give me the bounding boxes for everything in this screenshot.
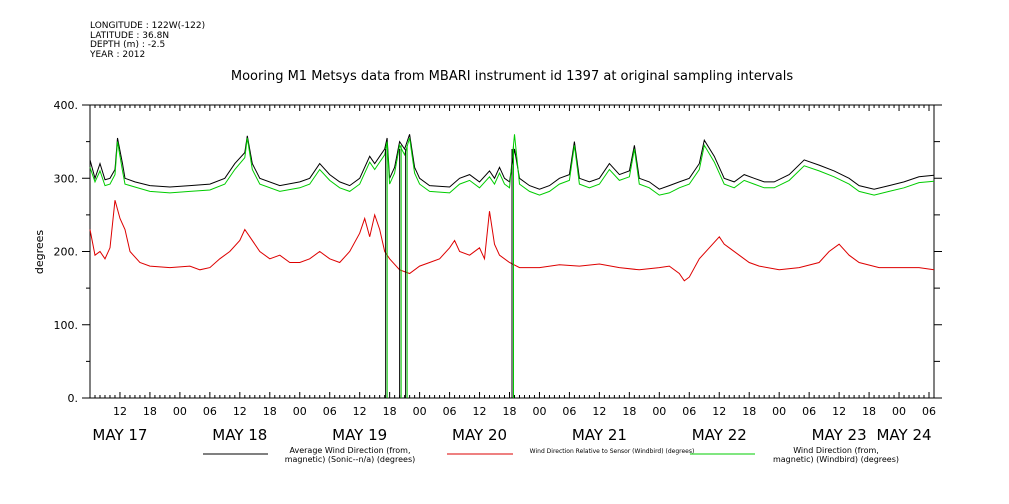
x-hour-label: 06: [682, 405, 696, 418]
legend-label: magnetic) (Sonic--n/a) (degrees): [285, 455, 416, 464]
x-hour-label: 00: [652, 405, 666, 418]
x-day-label: MAY 20: [452, 426, 507, 444]
x-day-label: MAY 18: [212, 426, 267, 444]
x-hour-label: 06: [443, 405, 457, 418]
x-day-label: MAY 21: [572, 426, 627, 444]
y-tick-label: 300.: [54, 172, 79, 185]
plot-area: 0. 100. 200. 300. 400. 12 18 00 06 12 18 00 06 12 18 00…: [54, 99, 942, 444]
x-hour-label: 18: [263, 405, 277, 418]
x-hour-label: 18: [862, 405, 876, 418]
metadata-block: LONGITUDE : 122W(-122) LATITUDE : 36.8N …: [90, 21, 206, 60]
x-hour-label: 00: [173, 405, 187, 418]
x-day-label: MAY 24: [876, 426, 931, 444]
x-hour-label: 12: [113, 405, 127, 418]
y-tick-label: 200.: [54, 246, 79, 259]
x-hour-label: 00: [293, 405, 307, 418]
x-hour-label: 18: [742, 405, 756, 418]
x-hour-label: 00: [532, 405, 546, 418]
meta-longitude: LONGITUDE : 122W(-122): [90, 21, 206, 31]
chart-title: Mooring M1 Metsys data from MBARI instru…: [231, 69, 793, 84]
y-axis-label: degrees: [33, 230, 46, 275]
x-day-label: MAY 23: [812, 426, 867, 444]
series-line-1: [89, 134, 935, 190]
legend-label: Wind Direction (from,: [793, 446, 879, 455]
x-hour-label: 12: [592, 405, 606, 418]
x-hour-label: 18: [503, 405, 517, 418]
x-hour-label: 06: [323, 405, 337, 418]
x-day-label: MAY 22: [692, 426, 747, 444]
x-hour-label: 12: [473, 405, 487, 418]
meta-latitude: LATITUDE : 36.8N: [90, 30, 170, 41]
y-tick-label: 400.: [54, 99, 79, 112]
x-hour-label: 06: [562, 405, 576, 418]
x-hour-label: 06: [922, 405, 936, 418]
x-hour-label: 18: [622, 405, 636, 418]
series-line-2: [89, 200, 935, 282]
meta-year: YEAR : 2012: [90, 49, 146, 60]
x-hour-label: 00: [413, 405, 427, 418]
x-day-label: MAY 19: [332, 426, 387, 444]
legend: Average Wind Direction (from,magnetic) (…: [203, 446, 899, 464]
legend-label: magnetic) (Windbird) (degrees): [773, 455, 899, 464]
x-hour-label: 06: [802, 405, 816, 418]
x-hour-label: 00: [772, 405, 786, 418]
y-tick-label: 0.: [68, 392, 79, 405]
legend-label: Average Wind Direction (from,: [289, 446, 410, 455]
meta-depth: DEPTH (m) : -2.5: [90, 40, 166, 50]
x-hour-label: 12: [233, 405, 247, 418]
x-hour-label: 00: [892, 405, 906, 418]
x-hour-label: 12: [832, 405, 846, 418]
legend-label: Wind Direction Relative to Sensor (Windb…: [530, 448, 695, 455]
x-hour-label: 18: [143, 405, 157, 418]
x-hour-label: 06: [203, 405, 217, 418]
x-hour-label: 12: [712, 405, 726, 418]
y-tick-label: 100.: [54, 319, 79, 332]
x-hour-label: 12: [353, 405, 367, 418]
x-day-label: MAY 17: [92, 426, 147, 444]
x-hour-label: 18: [383, 405, 397, 418]
series-line-3: [89, 134, 935, 196]
